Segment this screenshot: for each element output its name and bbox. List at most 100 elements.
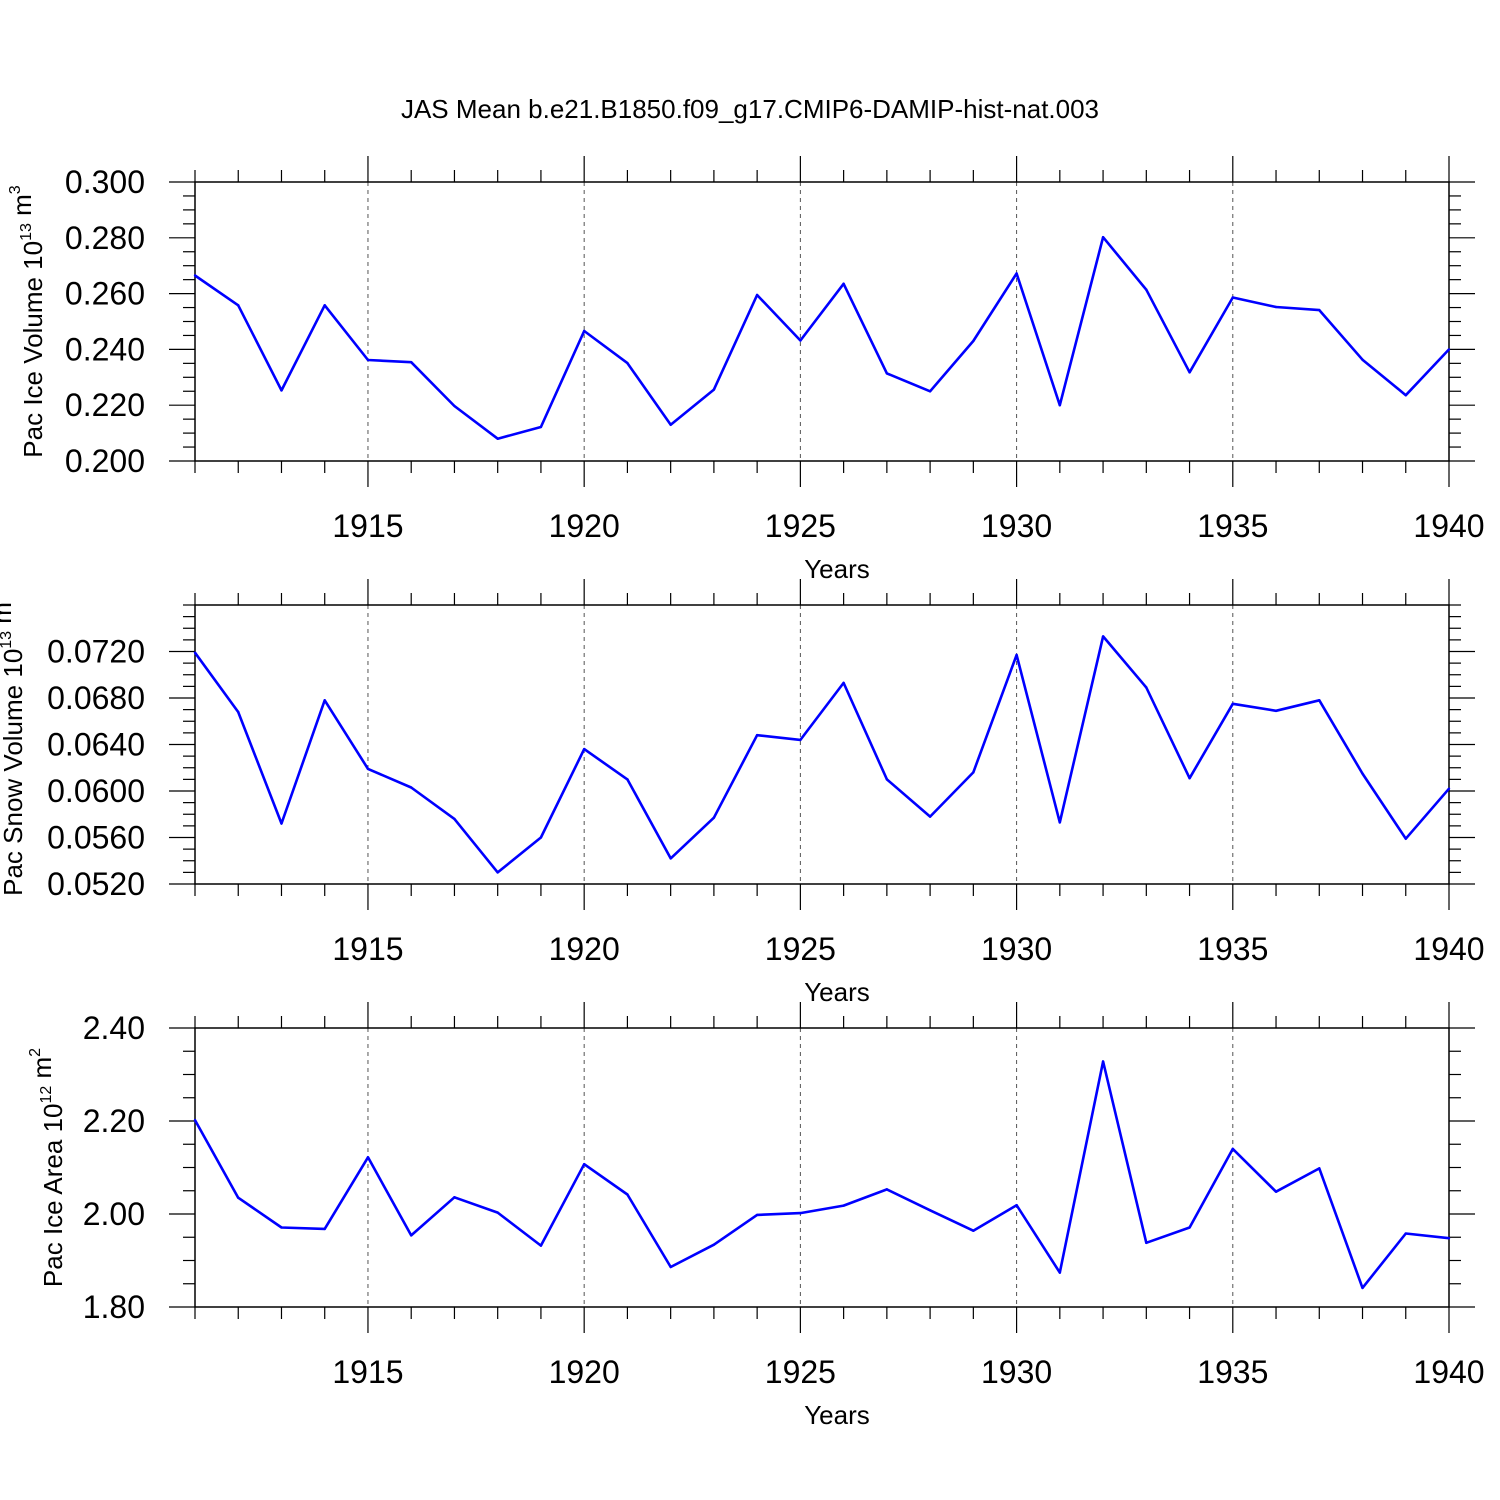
data-point: [193, 1118, 197, 1122]
data-point: [1015, 653, 1018, 657]
data-point: [1231, 702, 1234, 706]
data-point: [928, 390, 932, 393]
y-axis-label-part: m: [7, 194, 37, 223]
y-tick-label: 2.20: [83, 1103, 145, 1139]
x-tick-label: 1935: [1197, 1354, 1268, 1390]
data-point: [496, 437, 499, 440]
data-series-line: [193, 1060, 1450, 1290]
x-tick-label: 1940: [1413, 508, 1484, 544]
x-tick-label: 1915: [332, 508, 403, 544]
data-point: [755, 734, 759, 737]
data-point: [1188, 1226, 1191, 1229]
y-axis-label-part: m: [0, 602, 17, 631]
panel-1: 1915 1920 1925 1930 1935 1940 0.200 0.220 0.240 0…: [7, 156, 1485, 584]
data-point: [453, 817, 456, 821]
panel-3: 1915 1920 1925 1930 1935 1940 1.80 2.00 2.20 2.40…: [27, 1002, 1485, 1430]
y-tick-label: 2.00: [83, 1196, 145, 1232]
data-point: [453, 1196, 456, 1199]
data-point: [237, 710, 240, 714]
y-axis-label-superscript: 2: [27, 1048, 44, 1057]
data-point: [885, 778, 889, 781]
y-tick-label: 0.260: [65, 276, 145, 312]
data-point: [1058, 1271, 1062, 1274]
x-axis-label: Years: [804, 1400, 870, 1430]
y-tick-label: 0.0680: [47, 680, 145, 716]
data-point: [410, 786, 413, 789]
data-point: [712, 388, 716, 391]
x-tick-label: 1925: [765, 508, 836, 544]
y-axis-label-part: Pac Ice Area 10: [38, 1104, 68, 1288]
data-point: [1188, 777, 1191, 780]
data-point: [280, 389, 283, 392]
data-point: [496, 871, 499, 874]
y-axis-label: Pac Ice Volume 1013 m3: [7, 185, 48, 458]
y-tick-label: 1.80: [83, 1289, 145, 1325]
x-tick-label: 1930: [981, 508, 1052, 544]
data-point: [1231, 1147, 1234, 1151]
data-point: [193, 274, 197, 277]
x-tick-label: 1930: [981, 931, 1052, 967]
data-point: [1274, 709, 1278, 712]
y-tick-label: 0.200: [65, 443, 145, 479]
data-point: [237, 1196, 240, 1199]
data-point: [842, 681, 845, 685]
y-axis-label-superscript: 13: [18, 223, 35, 241]
data-series-line: [193, 635, 1450, 874]
data-series-line: [194, 235, 1450, 441]
y-axis-label: Pac Ice Area 1012 m2: [27, 1048, 68, 1287]
x-tick-label: 1935: [1197, 508, 1268, 544]
data-point: [193, 651, 197, 654]
y-axis-label-part: m: [27, 1057, 57, 1086]
data-point: [799, 738, 802, 742]
y-axis-label: Pac Snow Volume 1013 m3: [0, 593, 28, 896]
data-point: [1101, 236, 1105, 239]
data-point: [842, 1204, 845, 1207]
data-point: [1274, 1190, 1278, 1193]
data-point: [1404, 837, 1407, 840]
data-point: [323, 699, 326, 702]
data-point: [1015, 272, 1018, 275]
chart-title: JAS Mean b.e21.B1850.f09_g17.CMIP6-DAMIP…: [401, 94, 1099, 124]
y-axis-label-part: Pac Snow Volume 10: [0, 649, 28, 896]
data-point: [799, 1211, 802, 1215]
data-point: [1015, 1203, 1018, 1207]
data-point: [928, 1209, 932, 1212]
y-axis-label-superscript: 13: [0, 631, 15, 649]
x-tick-label: 1925: [765, 1354, 836, 1390]
data-point: [323, 304, 326, 307]
data-point: [1318, 699, 1321, 702]
data-point: [755, 1213, 759, 1217]
y-tick-label: 0.0560: [47, 820, 145, 856]
plot-frame: [194, 1027, 1450, 1308]
data-point: [1447, 348, 1451, 351]
data-point: [712, 1243, 716, 1246]
data-point: [582, 1163, 586, 1166]
data-point: [1058, 404, 1062, 407]
data-point: [1101, 1060, 1105, 1063]
data-point: [1318, 1167, 1321, 1170]
data-point: [1145, 686, 1148, 689]
data-point: [539, 836, 543, 839]
data-point: [1145, 1241, 1148, 1245]
data-point: [1361, 1286, 1364, 1290]
y-tick-label: 0.240: [65, 331, 145, 367]
data-point: [539, 1244, 543, 1247]
data-point: [1231, 296, 1234, 299]
data-point: [496, 1211, 499, 1214]
y-axis-label-superscript: 3: [0, 593, 4, 602]
x-tick-label: 1935: [1197, 931, 1268, 967]
data-point: [366, 1156, 370, 1159]
data-point: [669, 1265, 672, 1269]
data-point: [1274, 305, 1278, 309]
data-point: [755, 293, 759, 297]
data-point: [366, 767, 370, 771]
plot-frame: [194, 604, 1450, 885]
data-point: [280, 1226, 283, 1229]
data-point: [410, 1234, 413, 1237]
y-axis-label-part: Pac Ice Volume 10: [18, 241, 48, 458]
y-tick-label: 0.220: [65, 387, 145, 423]
data-point: [928, 815, 932, 818]
x-tick-label: 1915: [332, 931, 403, 967]
x-tick-label: 1925: [765, 931, 836, 967]
data-point: [1188, 371, 1191, 374]
